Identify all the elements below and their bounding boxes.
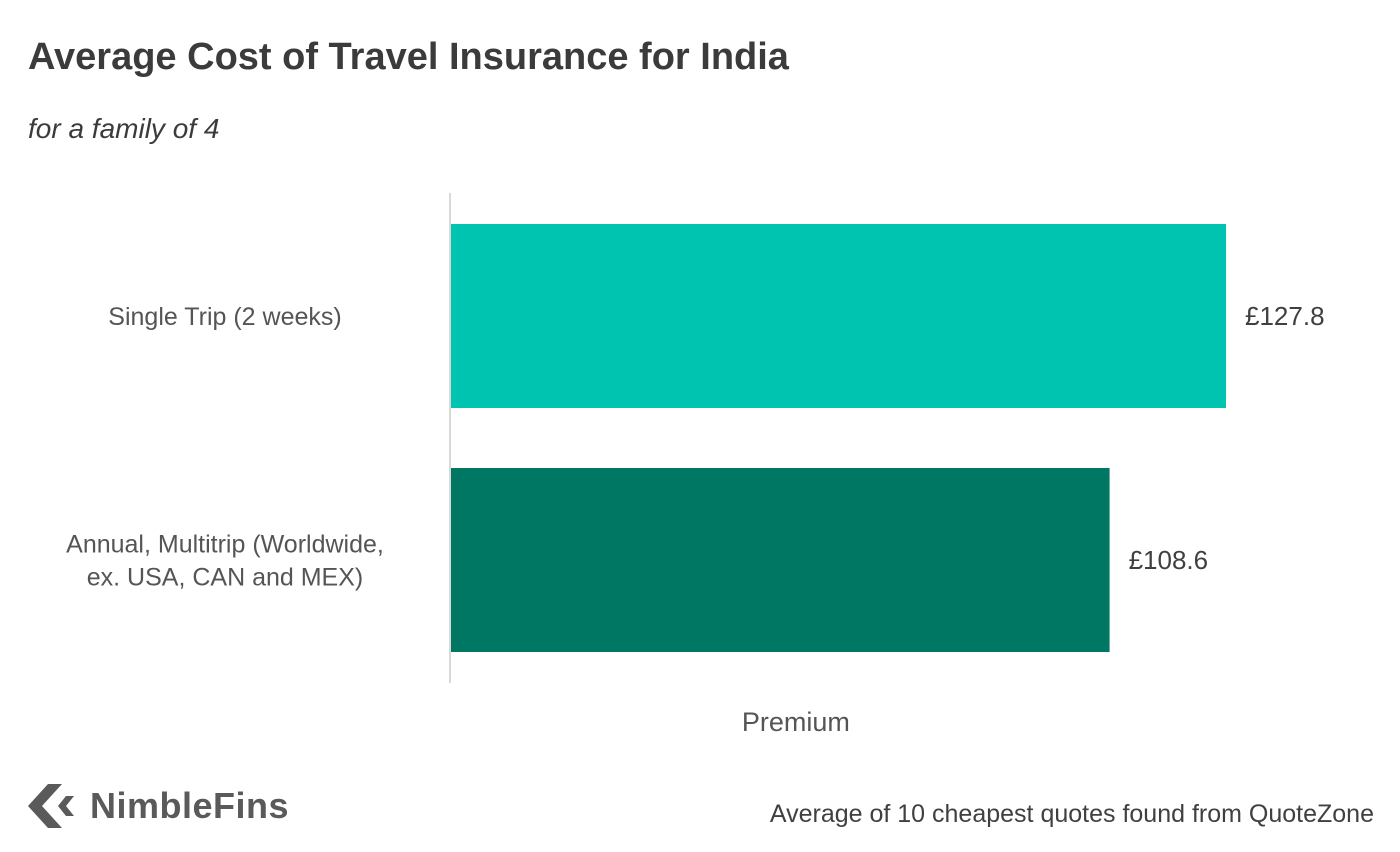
x-axis-title: Premium: [742, 707, 850, 737]
data-label-2: £108.6: [1129, 545, 1209, 575]
category-label-2: Annual, Multitrip (Worldwide, ex. USA, CA…: [66, 531, 384, 592]
nimblefins-logo: NimbleFins: [22, 782, 289, 830]
chevron-left-icon: [28, 784, 74, 828]
source-note: Average of 10 cheapest quotes found from…: [769, 800, 1374, 828]
category-label-line: Single Trip (2 weeks): [108, 303, 341, 331]
chart-title: Average Cost of Travel Insurance for Ind…: [28, 36, 789, 78]
logo-text: NimbleFins: [90, 785, 290, 826]
chart-subtitle: for a family of 4: [28, 113, 220, 144]
bar-1: [451, 224, 1226, 408]
bar-2: [451, 468, 1110, 652]
category-label-1: Single Trip (2 weeks): [108, 303, 341, 331]
category-label-line: ex. USA, CAN and MEX): [87, 564, 363, 592]
category-label-line: Annual, Multitrip (Worldwide,: [66, 531, 384, 559]
data-label-1: £127.8: [1245, 301, 1325, 331]
